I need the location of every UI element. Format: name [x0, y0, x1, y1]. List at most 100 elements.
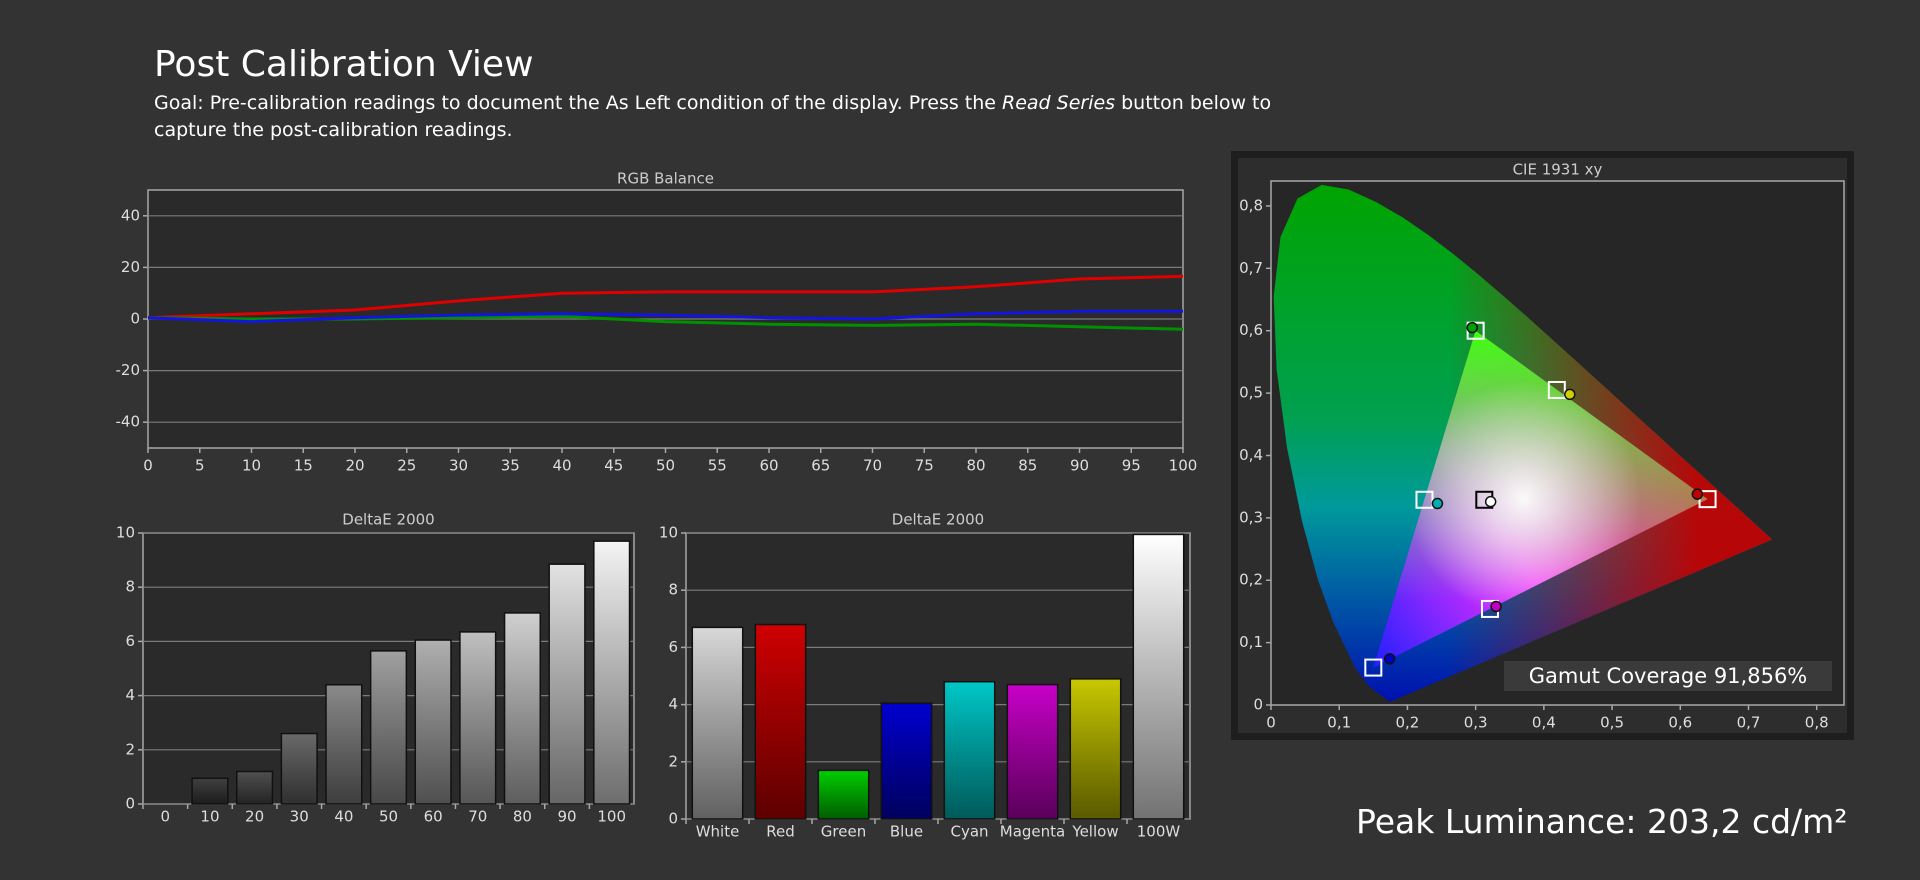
x-tick-label: Cyan: [950, 823, 988, 841]
y-tick-label: 0: [668, 810, 678, 828]
x-tick-label: 40: [334, 808, 353, 826]
bar: [235, 770, 274, 805]
x-tick-label: 0,7: [1737, 714, 1761, 732]
x-tick-label: 30: [290, 808, 309, 826]
bar: [943, 680, 996, 820]
goal-text: Goal: Pre-calibration readings to docume…: [154, 90, 1274, 144]
x-tick-label: Red: [766, 823, 795, 841]
bar: [691, 626, 744, 820]
y-tick-label: 0,8: [1239, 196, 1263, 214]
y-tick-label: 6: [668, 638, 678, 656]
bar: [1069, 678, 1122, 820]
x-tick-label: 65: [811, 457, 830, 475]
y-tick-label: -20: [116, 361, 141, 379]
bar: [414, 639, 452, 805]
y-tick-label: 0,6: [1239, 321, 1263, 339]
x-tick-label: 0,6: [1668, 714, 1692, 732]
x-tick-label: Green: [821, 823, 866, 841]
x-tick-label: White: [696, 823, 740, 841]
goal-text-part: Goal: Pre-calibration readings to docume…: [154, 92, 1002, 114]
y-tick-label: 2: [125, 740, 135, 758]
y-tick-label: 0: [125, 795, 135, 813]
bar: [754, 623, 807, 820]
x-tick-label: 60: [759, 457, 778, 475]
annotation-box: [1504, 661, 1832, 691]
x-tick-label: 0,1: [1327, 714, 1351, 732]
x-tick-label: 0,2: [1395, 714, 1419, 732]
measured-marker: [1431, 497, 1444, 510]
chart-title: CIE 1931 xy: [1513, 161, 1603, 179]
y-tick-label: 0: [1253, 696, 1263, 714]
x-tick-label: Blue: [890, 823, 923, 841]
y-tick-label: 0,1: [1239, 633, 1263, 651]
x-tick-label: 90: [1070, 457, 1089, 475]
y-tick-label: 8: [125, 578, 135, 596]
x-tick-label: 10: [242, 457, 261, 475]
x-tick-label: 0,4: [1532, 714, 1556, 732]
x-tick-label: 30: [449, 457, 468, 475]
x-tick-label: 50: [379, 808, 398, 826]
y-tick-label: 10: [116, 524, 135, 542]
x-tick-label: 20: [345, 457, 364, 475]
x-tick-label: Yellow: [1071, 823, 1118, 841]
target-marker: [1415, 490, 1434, 509]
x-tick-label: 50: [656, 457, 675, 475]
x-tick-label: 0,8: [1805, 714, 1829, 732]
bar: [503, 612, 542, 805]
goal-text-emphasis: Read Series: [1002, 92, 1116, 114]
y-tick-label: -40: [116, 413, 141, 431]
x-tick-label: 95: [1122, 457, 1141, 475]
x-tick-label: 70: [863, 457, 882, 475]
x-tick-label: 0: [1266, 714, 1276, 732]
chart-title: DeltaE 2000: [892, 511, 984, 529]
x-tick-label: 0: [161, 808, 171, 826]
y-tick-label: 4: [668, 695, 678, 713]
x-tick-label: 100W: [1137, 823, 1181, 841]
page-title: Post Calibration View: [154, 44, 534, 85]
x-tick-label: 35: [501, 457, 520, 475]
target-marker: [1364, 658, 1383, 677]
measured-marker: [1383, 653, 1396, 665]
bar: [817, 769, 870, 820]
bar: [459, 631, 497, 805]
x-tick-label: 80: [513, 808, 532, 826]
x-tick-label: 20: [245, 808, 264, 826]
y-tick-label: 0,4: [1239, 446, 1263, 464]
measured-marker: [1691, 488, 1704, 500]
bar: [593, 540, 631, 805]
bar: [548, 563, 586, 805]
y-tick-label: 2: [668, 752, 678, 770]
x-tick-label: 75: [915, 457, 934, 475]
gamut-coverage: Gamut Coverage 91,856%: [1529, 664, 1808, 688]
bar: [325, 684, 363, 805]
x-tick-label: 0: [143, 457, 153, 475]
y-tick-label: 0: [130, 310, 140, 328]
y-tick-label: 10: [659, 524, 678, 542]
y-tick-label: 40: [121, 206, 140, 224]
x-tick-label: 80: [966, 457, 985, 475]
peak-luminance: Peak Luminance: 203,2 cd/m²: [1356, 802, 1848, 841]
x-tick-label: 5: [195, 457, 205, 475]
y-tick-label: 6: [125, 632, 135, 650]
x-tick-label: 85: [1018, 457, 1037, 475]
bar: [280, 732, 318, 805]
y-tick-label: 20: [121, 258, 140, 276]
gamut-triangle-white: [1373, 330, 1708, 668]
bar: [1132, 533, 1185, 820]
x-tick-label: 45: [604, 457, 623, 475]
x-tick-label: 100: [1169, 457, 1198, 475]
bar: [880, 702, 933, 820]
x-tick-label: 40: [552, 457, 571, 475]
x-tick-label: 25: [397, 457, 416, 475]
x-tick-label: Magenta: [1000, 823, 1065, 841]
measured-marker: [1466, 321, 1478, 334]
x-tick-label: 0,5: [1600, 714, 1624, 732]
bar: [1006, 683, 1059, 820]
measured-marker: [1490, 600, 1502, 613]
x-tick-label: 60: [424, 808, 443, 826]
measured-marker: [1564, 388, 1576, 401]
target-marker: [1547, 380, 1566, 399]
